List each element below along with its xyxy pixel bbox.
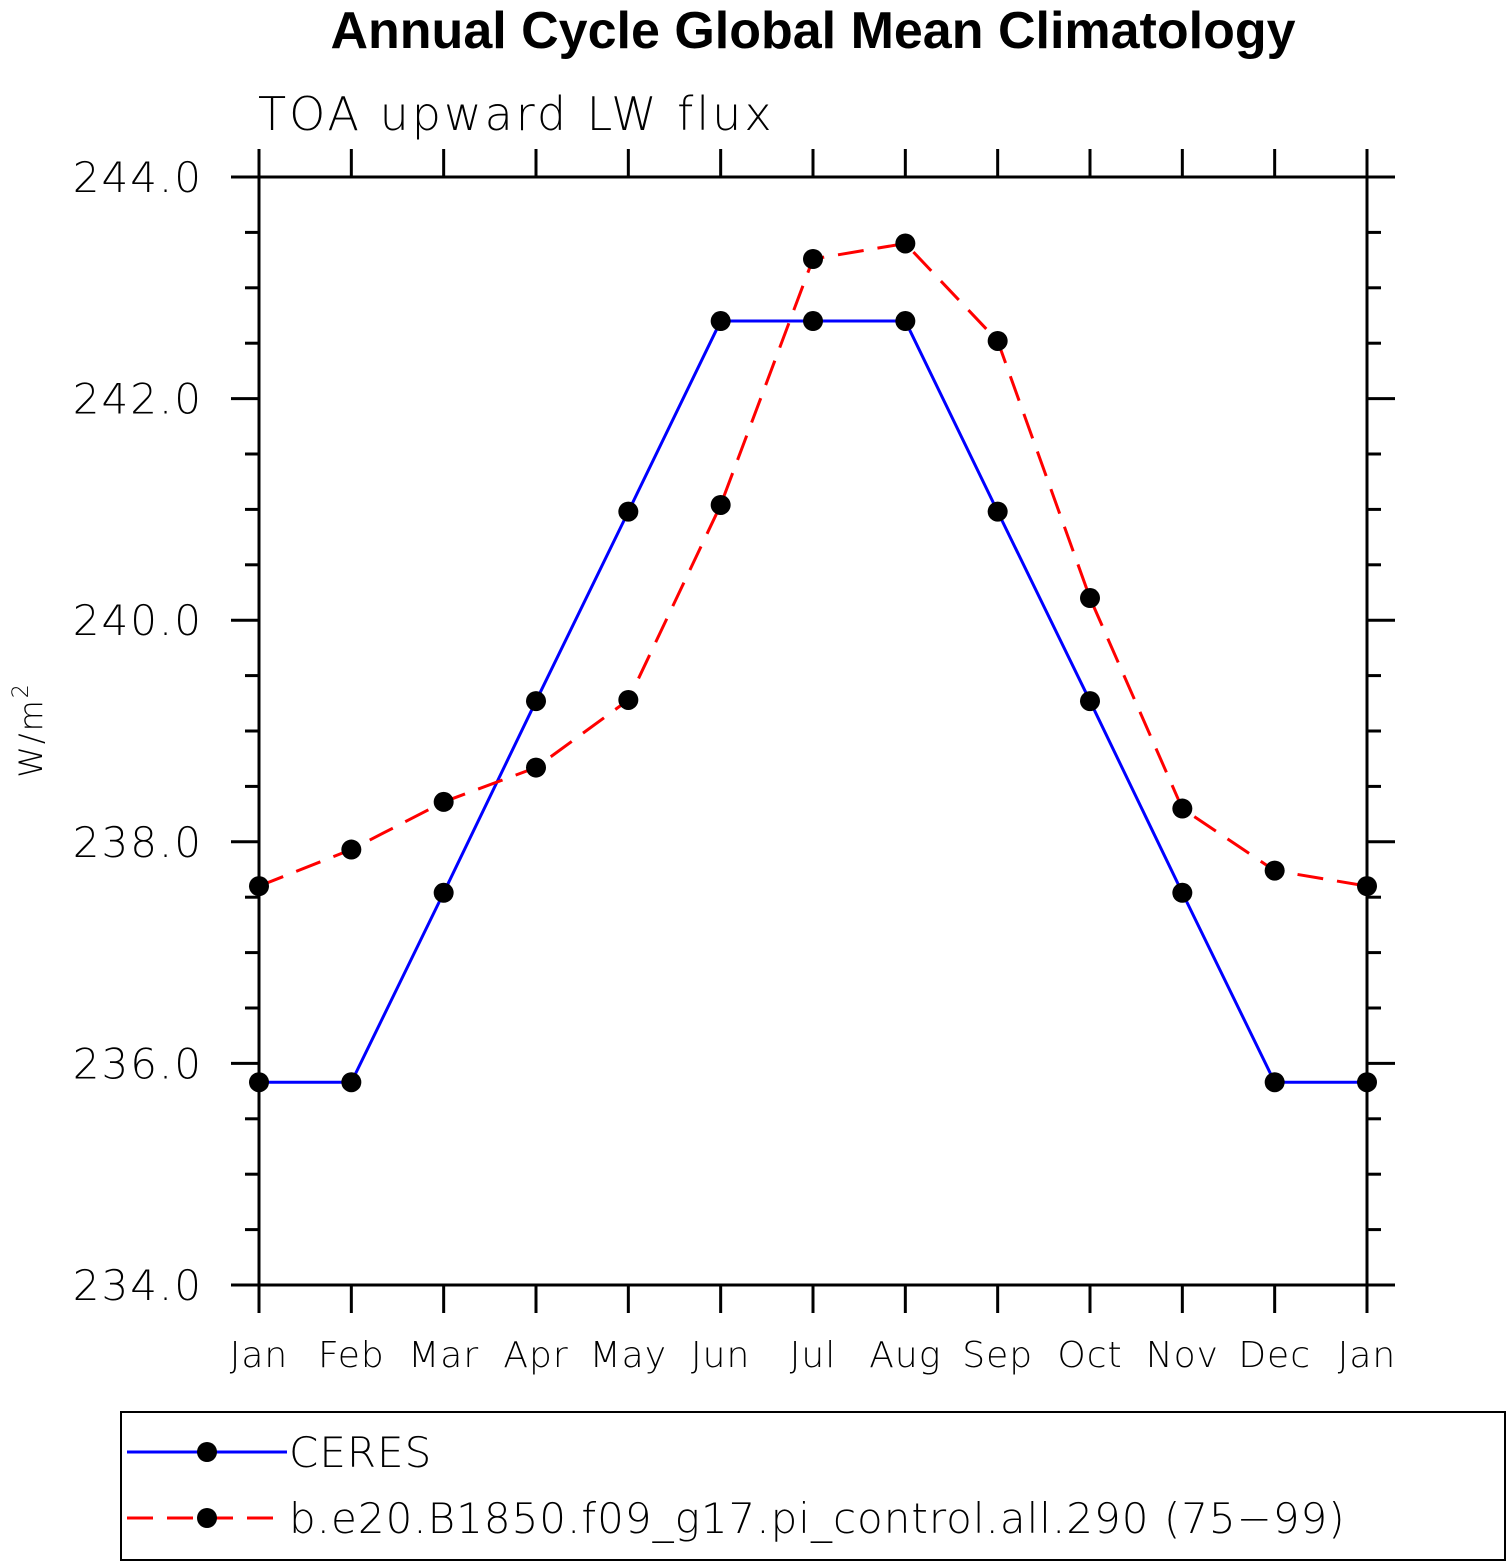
legend-entry: b.e20.B1850.f09_g17.pi_control.all.290 (…	[289, 1494, 1346, 1543]
y-axis-label: W/m2	[9, 682, 50, 778]
y-tick-label: 242.0	[73, 375, 203, 424]
data-point	[1357, 1072, 1377, 1093]
data-point	[618, 689, 639, 710]
data-point	[1357, 876, 1377, 897]
data-point	[803, 311, 823, 332]
series-line	[259, 319, 1367, 1084]
x-tick-label: Nov	[1146, 1335, 1219, 1376]
data-point	[249, 1072, 269, 1093]
legend-entry: CERES	[289, 1428, 432, 1477]
data-point	[1080, 588, 1100, 609]
plot-frame	[257, 175, 1369, 1287]
data-point	[1080, 691, 1100, 712]
x-tick-label: Apr	[503, 1335, 568, 1376]
series-1	[249, 311, 1377, 1093]
data-point	[803, 248, 823, 269]
data-point	[433, 791, 454, 812]
data-point	[1264, 1072, 1285, 1093]
data-point	[987, 501, 1008, 522]
series-line	[258, 241, 1368, 888]
x-tick-label: Dec	[1238, 1335, 1311, 1376]
data-point	[433, 882, 454, 903]
data-point	[618, 501, 639, 522]
x-tick-label: Aug	[869, 1335, 941, 1376]
x-tick-label: Oct	[1057, 1335, 1122, 1376]
data-point	[895, 311, 916, 332]
series-2	[249, 233, 1377, 897]
x-tick-label: Jun	[691, 1335, 750, 1376]
x-tick-label: Feb	[318, 1335, 385, 1376]
x-tick-label: Sep	[962, 1335, 1033, 1376]
x-tick-label: Mar	[408, 1335, 479, 1376]
data-point	[1264, 860, 1285, 881]
svg-text:W/m2: W/m2	[9, 682, 50, 778]
x-tick-label: Jan	[230, 1335, 289, 1376]
y-axis-label-superscript: 2	[9, 682, 34, 698]
data-point	[1172, 798, 1193, 819]
y-tick-label: 236.0	[73, 1039, 203, 1088]
x-tick-label: Jan	[1338, 1335, 1397, 1376]
y-tick-label: 234.0	[73, 1261, 203, 1310]
data-point	[526, 757, 546, 778]
x-tick-label: Jul	[790, 1335, 836, 1376]
legend-box	[120, 1411, 1506, 1561]
data-point	[710, 494, 731, 515]
legend-marker	[197, 1442, 217, 1462]
data-point	[526, 691, 546, 712]
data-point	[895, 233, 916, 254]
y-axis-label-text: W/m	[12, 698, 50, 778]
y-tick-label: 238.0	[73, 818, 203, 867]
data-point	[341, 839, 362, 860]
legend-marker	[197, 1508, 217, 1528]
data-point	[710, 311, 731, 332]
data-point	[341, 1072, 362, 1093]
chart-title: Annual Cycle Global Mean Climatology	[330, 2, 1295, 60]
data-point	[1172, 882, 1193, 903]
data-point	[249, 876, 269, 897]
y-tick-label: 240.0	[73, 596, 203, 645]
y-tick-label: 244.0	[73, 153, 203, 202]
chart-subtitle: TOA upward LW flux	[258, 87, 775, 141]
data-point	[987, 330, 1008, 351]
x-tick-label: May	[590, 1335, 667, 1376]
